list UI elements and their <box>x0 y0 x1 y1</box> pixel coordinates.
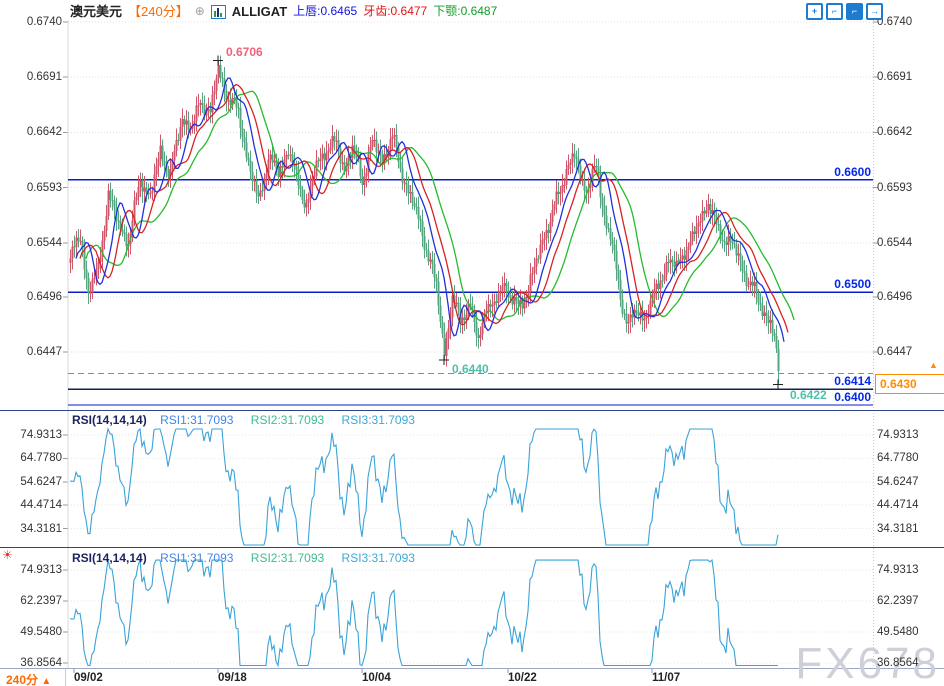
chart-header: 澳元美元 【240分】 ⊕ ALLIGAT 上唇:0.6465 牙齿:0.647… <box>70 4 497 19</box>
sun-icon[interactable]: ☀ <box>2 548 13 562</box>
rsi1-value-1: RSI1:31.7093 <box>160 413 234 427</box>
indicator-chart-icon <box>210 4 226 19</box>
indicator-name[interactable]: ALLIGAT <box>231 4 288 19</box>
symbol-title: 澳元美元 <box>70 4 123 19</box>
rsi2-value-3: RSI3:31.7093 <box>341 551 415 565</box>
crosshair-icon[interactable]: + <box>806 3 823 20</box>
last-price-tag: 0.6430 <box>875 374 944 394</box>
rsi2-value-2: RSI2:31.7093 <box>250 551 325 565</box>
period-selector[interactable]: 240分 ▲ <box>6 671 51 686</box>
rsi1-header: RSI(14,14,14) RSI1:31.7093 RSI2:31.7093 … <box>72 413 429 427</box>
expand-circle-icon[interactable]: ⊕ <box>194 4 205 18</box>
period-selector-label: 240分 <box>6 673 39 686</box>
rsi2-header: RSI(14,14,14) RSI1:31.7093 RSI2:31.7093 … <box>72 551 429 565</box>
price-arrow-icon: ▲ <box>929 360 938 370</box>
axis-scale-active-icon[interactable]: ⌐ <box>846 3 863 20</box>
period-badge[interactable]: 【240分】 <box>128 4 189 19</box>
alligator-lips-legend: 上唇:0.6465 <box>293 4 358 18</box>
rsi1-value-3: RSI3:31.7093 <box>341 413 415 427</box>
alligator-teeth-legend: 牙齿:0.6477 <box>363 4 428 18</box>
rsi2-title: RSI(14,14,14) <box>72 551 147 565</box>
chart-toolbar: + ⌐ ⌐ → <box>806 3 883 20</box>
triangle-up-icon: ▲ <box>41 676 52 686</box>
axis-scale-icon[interactable]: ⌐ <box>826 3 843 20</box>
rsi2-value-1: RSI1:31.7093 <box>160 551 234 565</box>
alligator-jaw-legend: 下颚:0.6487 <box>433 4 498 18</box>
rsi1-value-2: RSI2:31.7093 <box>250 413 325 427</box>
rsi1-title: RSI(14,14,14) <box>72 413 147 427</box>
exit-chart-icon[interactable]: → <box>866 3 883 20</box>
